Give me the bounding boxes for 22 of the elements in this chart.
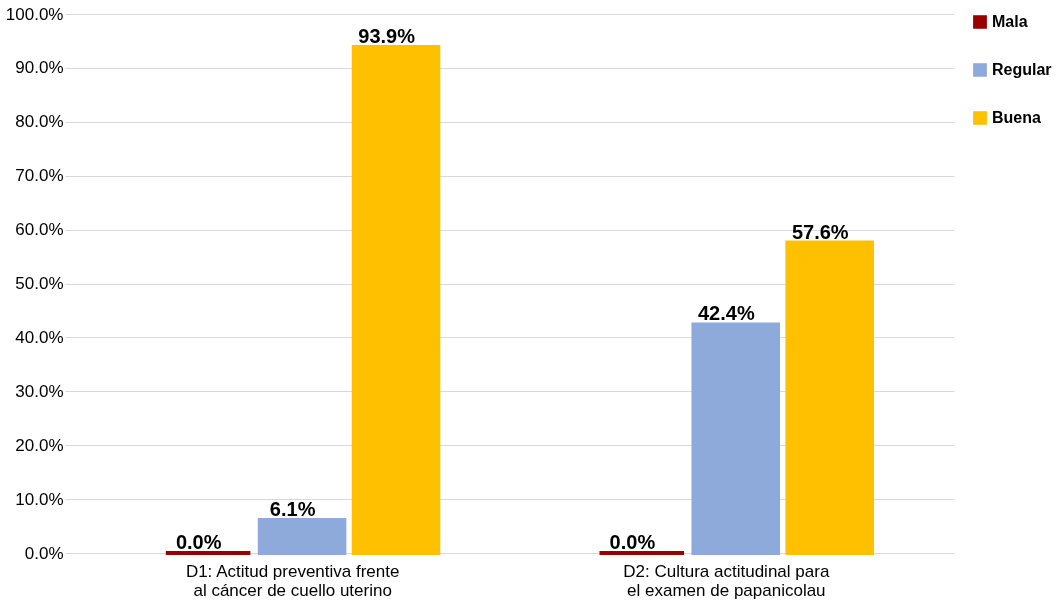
data-label: 93.9% <box>358 24 416 47</box>
data-label: 0.0% <box>609 531 656 553</box>
data-label: 0.0% <box>175 531 222 553</box>
y-tick-label: 60.0% <box>15 220 64 240</box>
legend-label: Regular <box>992 61 1052 78</box>
data-label: 6.1% <box>269 498 316 521</box>
y-tick-label: 70.0% <box>15 166 64 186</box>
y-tick-label: 100.0% <box>5 4 64 24</box>
x-tick-label: D2: Cultura actitudinal para el examen de papanicolau <box>623 561 830 600</box>
x-tick-label: D1: Actitud preventiva frente al cáncer de cuello uterino <box>185 561 400 600</box>
y-tick-label: 0.0% <box>24 543 64 563</box>
y-tick-label: 30.0% <box>15 381 64 401</box>
y-tick-label: 50.0% <box>15 274 64 293</box>
data-label: 57.6% <box>791 220 849 243</box>
y-tick-label: 20.0% <box>15 435 64 455</box>
data-label: 42.4% <box>697 302 755 325</box>
y-tick-label: 90.0% <box>15 58 64 78</box>
y-tick-label: 40.0% <box>15 327 64 347</box>
y-tick-label: 80.0% <box>15 112 64 132</box>
legend-label: Mala <box>992 13 1028 30</box>
y-tick-label: 10.0% <box>15 489 64 509</box>
legend-label: Buena <box>992 109 1041 126</box>
